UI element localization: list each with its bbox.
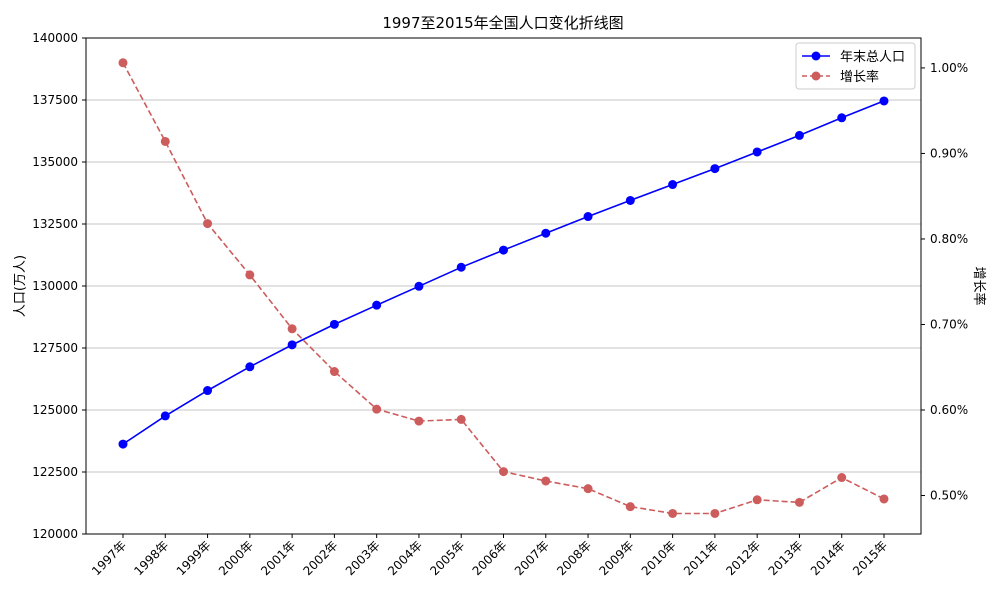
- y-left-tick-label: 140000: [32, 31, 78, 45]
- legend-label-growth: 增长率: [840, 69, 879, 85]
- legend-box: [795, 42, 916, 90]
- data-point: [118, 439, 128, 449]
- y-right-tick-label: 0.70%: [930, 317, 968, 331]
- x-tick-label: 2004年: [385, 538, 425, 578]
- data-point: [668, 180, 678, 190]
- y-left-tick-label: 127500: [32, 341, 78, 355]
- data-point: [879, 494, 889, 504]
- data-point: [160, 136, 170, 146]
- y-right-tick-label: 1.00%: [930, 61, 968, 75]
- y-left-tick-label: 132500: [32, 217, 78, 231]
- data-point: [583, 484, 593, 494]
- x-tick-label: 2002年: [301, 538, 341, 578]
- data-point: [372, 404, 382, 414]
- grid-lines: [86, 37, 921, 535]
- data-point: [456, 414, 466, 424]
- data-point: [583, 212, 593, 222]
- y-left-tick-label: 130000: [32, 279, 78, 293]
- y-axis-left: 120000 122500 125000 127500 130000 132500 1350…: [32, 31, 86, 541]
- data-point: [752, 147, 762, 157]
- series-line-0: [122, 100, 885, 445]
- data-point: [499, 467, 508, 477]
- data-point: [625, 195, 635, 205]
- data-point: [414, 416, 424, 426]
- data-point: [499, 245, 508, 255]
- y-axis-right-label: 增长率: [971, 266, 987, 305]
- y-right-tick-label: 0.80%: [930, 232, 968, 246]
- x-tick-label: 2010年: [639, 538, 679, 578]
- data-point: [710, 164, 720, 174]
- data-point: [625, 502, 635, 512]
- data-point: [245, 362, 255, 372]
- data-point: [118, 58, 128, 68]
- data-point: [541, 476, 551, 486]
- x-tick-label: 2015年: [850, 538, 890, 578]
- data-point: [879, 96, 889, 106]
- y-right-tick-label: 0.60%: [930, 403, 968, 417]
- y-right-tick-label: 0.90%: [930, 146, 968, 160]
- y-axis-left-label: 人口(万人): [13, 255, 28, 317]
- data-point: [160, 411, 170, 421]
- data-point: [794, 130, 804, 140]
- data-point: [245, 270, 255, 280]
- x-tick-label: 1997年: [89, 538, 129, 578]
- x-tick-label: 2005年: [427, 538, 467, 578]
- legend-marker-growth: [811, 71, 821, 81]
- series-layer: [118, 58, 889, 518]
- x-tick-label: 2006年: [470, 538, 510, 578]
- y-axis-right: 0.50% 0.60% 0.70% 0.80% 0.90% 1.00%: [921, 61, 968, 503]
- data-point: [794, 497, 804, 507]
- x-tick-label: 2008年: [554, 538, 594, 578]
- y-left-tick-label: 125000: [32, 403, 78, 417]
- data-point: [414, 281, 424, 291]
- legend-label-population: 年末总人口: [840, 50, 905, 65]
- data-point: [329, 319, 339, 329]
- data-point: [541, 228, 551, 238]
- x-tick-label: 2003年: [343, 538, 383, 578]
- y-left-tick-label: 137500: [32, 93, 78, 107]
- data-point: [668, 508, 678, 518]
- x-tick-label: 2014年: [808, 538, 848, 578]
- x-tick-label: 2013年: [766, 538, 806, 578]
- x-tick-label: 2007年: [512, 538, 552, 578]
- x-tick-label: 2012年: [723, 538, 763, 578]
- data-point: [456, 262, 466, 272]
- series-line-1: [122, 62, 885, 515]
- y-left-tick-label: 122500: [32, 465, 78, 479]
- data-point: [372, 300, 382, 310]
- y-left-tick-label: 135000: [32, 155, 78, 169]
- x-tick-label: 2001年: [258, 538, 298, 578]
- y-right-tick-label: 0.50%: [930, 489, 968, 503]
- legend: 年末总人口 增长率: [795, 42, 916, 90]
- x-tick-label: 1998年: [131, 538, 171, 578]
- data-point: [287, 340, 297, 350]
- y-left-tick-label: 120000: [32, 527, 78, 541]
- data-point: [837, 473, 847, 483]
- x-tick-label: 2009年: [596, 538, 636, 578]
- data-point: [710, 508, 720, 518]
- data-point: [837, 113, 847, 123]
- data-point: [752, 495, 762, 505]
- data-point: [203, 219, 213, 229]
- x-tick-label: 2000年: [216, 538, 256, 578]
- x-tick-label: 1999年: [174, 538, 214, 578]
- x-tick-label: 2011年: [681, 538, 721, 578]
- data-point: [287, 324, 297, 334]
- data-point: [203, 386, 213, 396]
- data-point: [329, 367, 339, 377]
- legend-marker-population: [811, 51, 821, 61]
- chart-title: 1997至2015年全国人口变化折线图: [382, 14, 623, 32]
- x-axis: 1997年 1998年 1999年 2000年 2001年 2002年 2003年 2004年…: [89, 534, 890, 578]
